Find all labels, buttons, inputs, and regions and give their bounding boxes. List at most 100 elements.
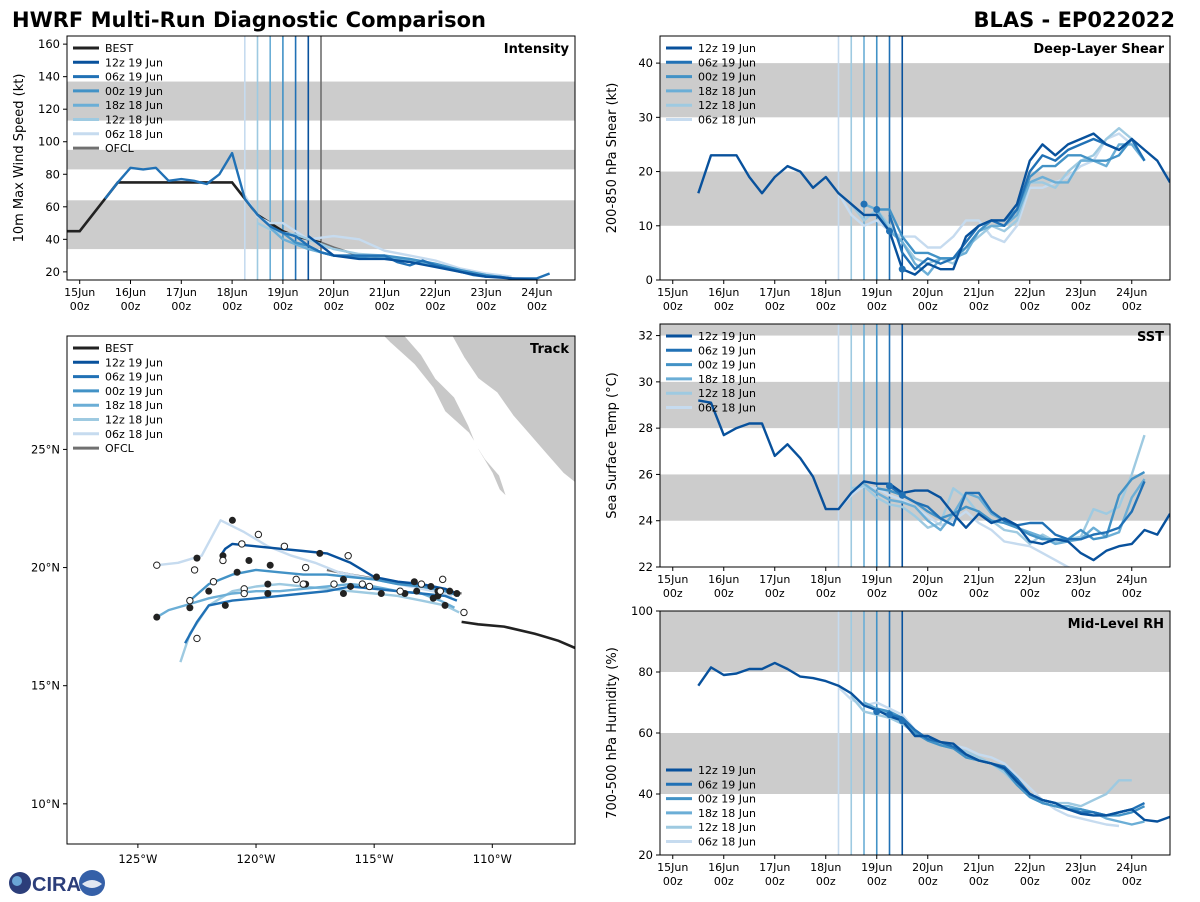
chart-panels: 2040608010012014016015Jun00z16Jun00z17Ju… bbox=[12, 35, 1171, 888]
figure-title: HWRF Multi-Run Diagnostic Comparison bbox=[12, 8, 486, 32]
track-marker-open bbox=[436, 587, 445, 595]
y-tick-label: 10 bbox=[638, 219, 653, 233]
x-tick-label-hour: 00z bbox=[324, 300, 344, 313]
legend-label: 12z 18 Jun bbox=[698, 99, 756, 112]
x-tick-label-date: 22Jun bbox=[420, 286, 451, 299]
series-line bbox=[243, 194, 512, 278]
x-tick-label-date: 15Jun bbox=[657, 573, 688, 586]
track-marker-open bbox=[438, 575, 447, 584]
series-line bbox=[876, 137, 1146, 260]
x-tick-label-date: 15Jun bbox=[64, 286, 95, 299]
x-tick-label-hour: 00z bbox=[663, 587, 683, 600]
track-marker-open bbox=[301, 563, 310, 572]
y-tick-label: 20 bbox=[638, 848, 653, 862]
track-marker-filled bbox=[339, 575, 347, 583]
y-tick-label: 20 bbox=[638, 165, 653, 179]
x-tick-label-date: 16Jun bbox=[115, 286, 146, 299]
plot-area-track bbox=[153, 336, 575, 663]
x-tick-label-date: 19Jun bbox=[861, 286, 892, 299]
legend-label: 06z 18 Jun bbox=[105, 428, 163, 441]
series-line bbox=[888, 137, 1146, 271]
y-tick-label: 30 bbox=[638, 375, 653, 389]
y-tick-label: 26 bbox=[638, 467, 653, 481]
y-axis-label: 10m Max Wind Speed (kt) bbox=[12, 74, 27, 243]
track-marker-filled bbox=[339, 590, 347, 598]
x-tick-label-date: 15Jun bbox=[657, 286, 688, 299]
x-tick-label-hour: 00z bbox=[476, 300, 496, 313]
track-marker-filled bbox=[446, 587, 454, 595]
plot-area-shear bbox=[660, 36, 1170, 280]
x-tick-label-date: 17Jun bbox=[166, 286, 197, 299]
cira-logo: CIRA bbox=[6, 868, 106, 898]
x-tick-label: 115°W bbox=[355, 852, 394, 866]
track-marker-filled bbox=[373, 573, 381, 581]
panel-track: 10°N 15°N 20°N 25°N 125°W 120°W 115°W 110°W Trac… bbox=[31, 335, 576, 866]
x-tick-label-hour: 00z bbox=[1020, 300, 1040, 313]
x-tick-label-hour: 00z bbox=[375, 300, 395, 313]
legend-label: 18z 18 Jun bbox=[698, 85, 756, 98]
x-tick-label: 110°W bbox=[473, 852, 512, 866]
x-tick-label-date: 23Jun bbox=[471, 286, 502, 299]
track-marker-filled bbox=[221, 601, 229, 609]
plot-area-intensity bbox=[67, 36, 575, 280]
y-tick-label: 60 bbox=[638, 726, 653, 740]
x-tick-label-hour: 00z bbox=[1020, 875, 1040, 888]
x-tick-label-hour: 00z bbox=[1020, 587, 1040, 600]
legend-label: 12z 18 Jun bbox=[105, 114, 163, 127]
x-tick-label-hour: 00z bbox=[867, 875, 887, 888]
legend-label: 06z 18 Jun bbox=[698, 114, 756, 127]
x-tick-label-date: 20Jun bbox=[912, 286, 943, 299]
y-tick-label: 60 bbox=[45, 200, 60, 214]
panel-title: SST bbox=[1137, 330, 1164, 345]
x-tick-label-hour: 00z bbox=[918, 587, 938, 600]
x-tick-label-date: 20Jun bbox=[912, 573, 943, 586]
x-tick-label-hour: 00z bbox=[765, 875, 785, 888]
y-tick-label: 100 bbox=[38, 135, 60, 149]
series-line bbox=[837, 484, 1072, 567]
y-tick-label: 100 bbox=[631, 604, 653, 618]
track-marker-filled bbox=[347, 582, 355, 590]
legend-label: 12z 18 Jun bbox=[105, 414, 163, 427]
legend-label: 06z 18 Jun bbox=[698, 836, 756, 849]
track-marker-filled bbox=[228, 516, 236, 524]
x-tick-label-hour: 00z bbox=[867, 300, 887, 313]
data-point-marker bbox=[886, 227, 893, 235]
series-line bbox=[837, 686, 1120, 828]
x-tick-label-date: 21Jun bbox=[963, 861, 994, 874]
y-tick-label: 140 bbox=[38, 70, 60, 84]
panel-title: Deep-Layer Shear bbox=[1033, 42, 1164, 57]
x-tick-label-date: 19Jun bbox=[861, 573, 892, 586]
x-tick-label-hour: 00z bbox=[1122, 875, 1142, 888]
legend-label: 18z 18 Jun bbox=[105, 399, 163, 412]
legend-label: 12z 19 Jun bbox=[698, 330, 756, 343]
x-tick-label-date: 23Jun bbox=[1065, 286, 1096, 299]
legend-label: OFCL bbox=[105, 142, 135, 155]
panel-sst: 22242628303215Jun00z16Jun00z17Jun00z18Ju… bbox=[605, 323, 1171, 600]
legend-label: 00z 19 Jun bbox=[698, 71, 756, 84]
y-tick-label: 32 bbox=[638, 329, 653, 343]
y-axis-label: Sea Surface Temp (°C) bbox=[605, 372, 620, 519]
y-tick-label: 120 bbox=[38, 102, 60, 116]
x-tick-label-hour: 00z bbox=[765, 300, 785, 313]
y-tick-label: 24 bbox=[638, 514, 653, 528]
legend-label: OFCL bbox=[105, 442, 135, 455]
x-tick-label-date: 18Jun bbox=[217, 286, 248, 299]
y-tick-label: 40 bbox=[45, 232, 60, 246]
land-mass bbox=[451, 336, 575, 484]
legend-label: 06z 18 Jun bbox=[698, 402, 756, 415]
series-line bbox=[876, 471, 1146, 541]
shade-band bbox=[660, 324, 1170, 336]
data-point-marker bbox=[886, 482, 893, 490]
data-point-marker bbox=[860, 200, 868, 208]
data-point-marker bbox=[898, 491, 906, 499]
track-marker-open bbox=[254, 530, 263, 539]
panel-title: Mid-Level RH bbox=[1068, 617, 1164, 632]
track-marker-filled bbox=[413, 587, 421, 595]
x-tick-label-date: 22Jun bbox=[1014, 861, 1045, 874]
track-marker-filled bbox=[264, 580, 272, 588]
track-marker-filled bbox=[193, 554, 201, 562]
x-tick-label-hour: 00z bbox=[969, 875, 989, 888]
